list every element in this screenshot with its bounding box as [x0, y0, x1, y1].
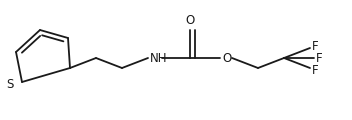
Text: O: O	[222, 51, 231, 65]
Text: S: S	[6, 78, 14, 90]
Text: F: F	[316, 51, 323, 65]
Text: NH: NH	[150, 51, 168, 65]
Text: F: F	[312, 39, 319, 53]
Text: F: F	[312, 63, 319, 77]
Text: O: O	[186, 14, 195, 27]
